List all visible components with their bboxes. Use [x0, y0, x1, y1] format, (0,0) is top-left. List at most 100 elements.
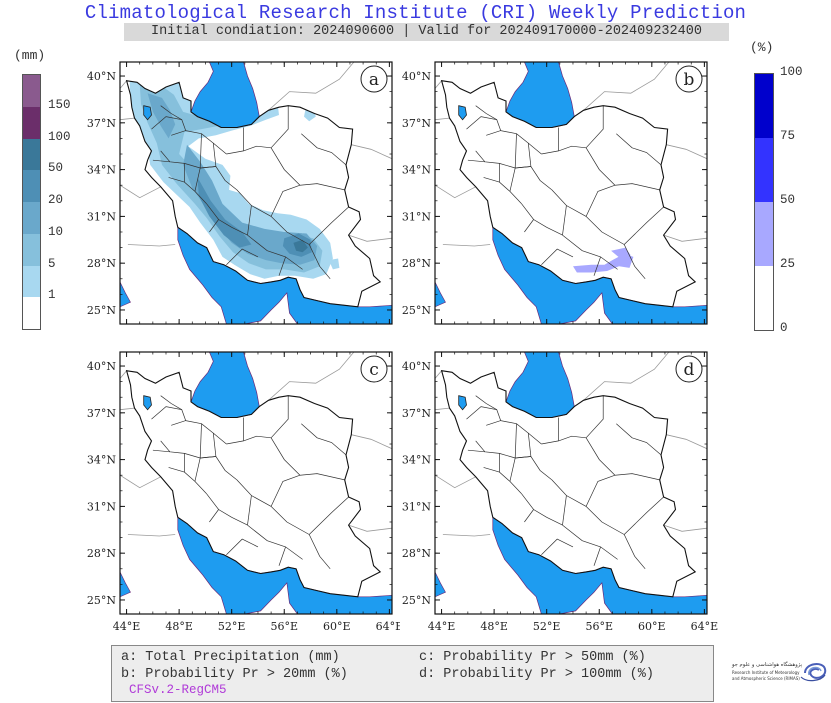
lat-label: 40°N	[87, 70, 116, 83]
province-border	[524, 509, 534, 523]
province-border	[616, 133, 662, 166]
province-border	[168, 467, 207, 495]
province-border	[483, 177, 522, 205]
institute-logo: پژوهشگاه هواشناسی و علوم جو Research Ins…	[731, 655, 829, 699]
precipitation-legend-label: 20	[48, 193, 64, 207]
shaded-region	[147, 93, 176, 139]
red-sea	[435, 281, 446, 308]
caption-d: d: Probability Pr > 100mm (%)	[419, 667, 654, 682]
province-border	[226, 435, 272, 445]
province-border	[206, 493, 248, 526]
province-border	[483, 467, 522, 495]
shaded-region	[573, 253, 634, 273]
precipitation-legend-label: 5	[48, 256, 56, 271]
province-border	[152, 449, 170, 453]
shaded-region	[293, 239, 308, 253]
precipitation-legend-label: 150	[48, 97, 71, 112]
logo-english-text-1: Research Institute of Meteorology	[732, 670, 800, 675]
lat-label: 28°N	[87, 257, 116, 270]
caption-box: a: Total Precipitation (mm) b: Probabili…	[111, 645, 714, 702]
lon-label: 44°E	[428, 620, 456, 633]
lon-label: 60°E	[323, 620, 351, 633]
precipitation-color-swatch	[23, 170, 40, 202]
province-border	[168, 177, 207, 205]
province-border	[515, 166, 531, 169]
province-border	[226, 248, 259, 265]
precipitation-color-swatch	[23, 75, 40, 107]
province-border	[308, 534, 331, 570]
lake-urmia	[458, 105, 467, 121]
panel-letter-badge	[675, 65, 703, 93]
province-border	[623, 206, 664, 245]
country-border	[120, 474, 161, 489]
precipitation-color-swatch	[23, 106, 40, 139]
province-border	[585, 184, 616, 217]
precipitation-color-swatch	[23, 265, 40, 298]
province-border	[593, 256, 601, 276]
province-border	[212, 433, 238, 481]
province-border	[209, 219, 219, 233]
province-border	[270, 184, 301, 217]
probability-legend-label: 25	[780, 257, 796, 271]
lon-label: 56°E	[270, 620, 298, 633]
lake-urmia	[143, 105, 152, 121]
shaded-region	[183, 144, 318, 265]
country-border	[435, 370, 442, 379]
probability-legend-label: 100	[780, 65, 803, 79]
province-border	[212, 143, 238, 191]
country-border	[666, 144, 707, 160]
map-frame	[119, 61, 393, 325]
panel-letter-badge	[360, 355, 388, 383]
lat-label: 34°N	[87, 454, 116, 467]
country-border	[120, 117, 135, 121]
lon-label: 60°E	[638, 620, 666, 633]
province-border	[562, 205, 567, 236]
panel-letter-badge	[675, 355, 703, 383]
valid-period-bar: Initial condiation: 2024090600 | Valid f…	[124, 23, 729, 41]
lat-label: 31°N	[402, 210, 431, 223]
probability-color-swatch	[755, 138, 773, 202]
panel-c-probability-50mm: 40°N 37°N 34°N 31°N 28°N 25°N 44°E 48°E 52°E 56°E…	[80, 348, 400, 648]
province-border	[623, 496, 664, 535]
red-sea	[435, 571, 446, 598]
province-border	[160, 105, 182, 121]
country-border	[348, 234, 392, 242]
precipitation-legend-label: 50	[48, 161, 64, 176]
country-border	[351, 434, 392, 450]
lon-label: 52°E	[533, 620, 561, 633]
lake-urmia	[458, 395, 467, 411]
logo-farsi-text: پژوهشگاه هواشناسی و علوم جو	[731, 661, 803, 668]
lat-label: 25°N	[402, 304, 431, 317]
country-border	[442, 534, 491, 537]
precipitation-color-swatch	[23, 297, 40, 329]
province-border	[247, 234, 303, 270]
province-border	[541, 248, 574, 265]
lon-label: 48°E	[480, 620, 508, 633]
province-border	[527, 143, 553, 191]
province-border	[521, 203, 563, 236]
province-border	[562, 524, 618, 560]
province-border	[247, 205, 252, 236]
map-frame	[434, 351, 708, 615]
panel-d-probability-100mm: 40°N 37°N 34°N 31°N 28°N 25°N 44°E 48°E 52°E 56°E…	[395, 348, 725, 648]
panel-letter-badge	[360, 65, 388, 93]
province-border	[278, 546, 286, 566]
lat-label: 37°N	[402, 407, 431, 420]
province-border	[524, 219, 534, 233]
red-sea	[120, 281, 131, 308]
lat-label: 37°N	[402, 117, 431, 130]
country-border	[666, 434, 707, 450]
country-border	[127, 534, 176, 537]
province-border	[151, 406, 187, 421]
province-border	[301, 133, 347, 166]
shaded-region	[611, 247, 631, 259]
country-border	[435, 80, 442, 89]
precipitation-legend-label: 100	[48, 129, 71, 144]
province-border	[585, 105, 604, 149]
map-panel-d: 40°N 37°N 34°N 31°N 28°N 25°N 44°E 48°E 52°E 56°E…	[402, 351, 718, 633]
country-border	[435, 117, 450, 121]
shaded-region	[294, 225, 306, 234]
province-border	[475, 105, 497, 121]
province-border	[151, 116, 187, 131]
lon-label: 48°E	[165, 620, 193, 633]
